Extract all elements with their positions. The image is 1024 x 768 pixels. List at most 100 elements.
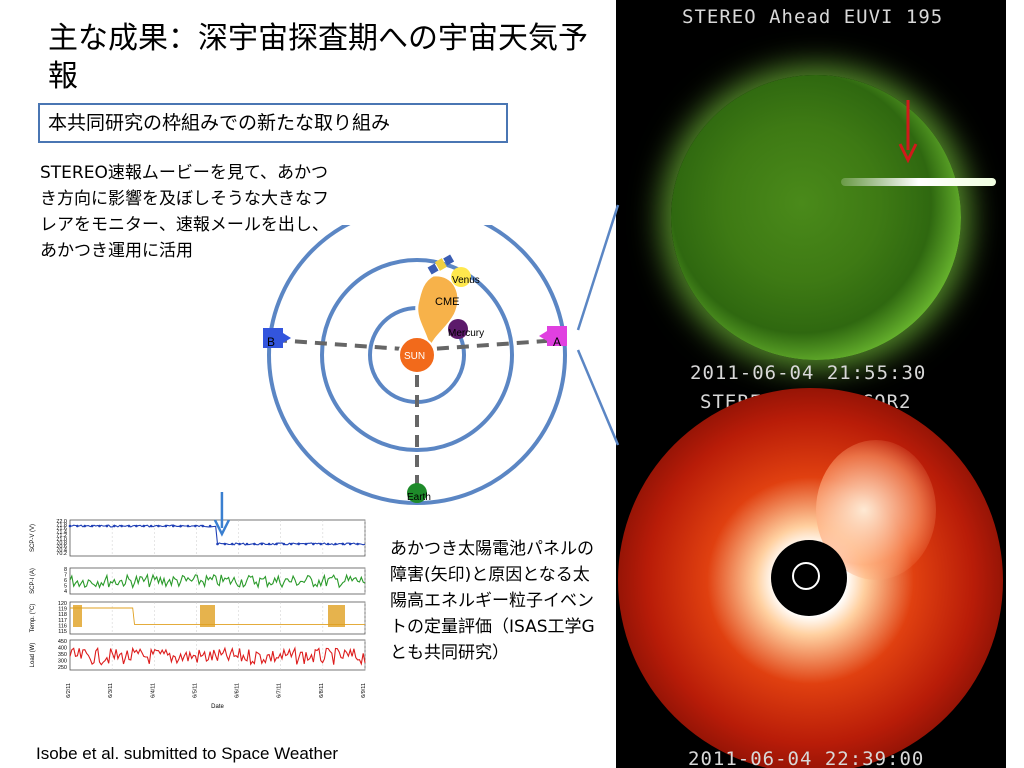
plot-ytick-label: 71.8 <box>56 523 67 529</box>
plot-temp-band <box>73 605 82 627</box>
plot-data-marker <box>105 524 109 528</box>
boxed-subtitle: 本共同研究の枠組みでの新たな取り組み <box>38 103 508 143</box>
anomaly-arrow-icon <box>213 519 231 537</box>
plot-data-marker <box>260 542 264 546</box>
earth <box>407 483 427 503</box>
plot-ylabel: SCP-V (V) <box>30 524 36 552</box>
plot-xlabel: Date <box>211 704 224 710</box>
plot-data-marker <box>68 524 72 528</box>
plot-data-marker <box>216 542 219 546</box>
plot-ytick-label: 119 <box>58 607 67 613</box>
plot-ytick-label: 70.6 <box>56 544 67 550</box>
plot-data-marker <box>157 524 160 528</box>
flare-arrow-icon <box>898 100 918 164</box>
stereo-b-label: B <box>267 335 275 349</box>
plot-data-marker <box>334 542 337 546</box>
plot-xtick-label: 6/5/11 <box>192 683 198 698</box>
plot-ytick-label: 70.2 <box>56 551 67 557</box>
plot-data-marker <box>120 524 123 528</box>
plot-ytick-label: 350 <box>58 652 67 658</box>
sun-label: SUN <box>404 351 425 362</box>
plot-series-line <box>70 607 365 625</box>
plot-data-marker <box>312 542 315 546</box>
plot-data-marker <box>348 542 352 546</box>
description-text: STEREO速報ムービーを見て、あかつき方向に影響を及ぼしそうな大きなフレアをモ… <box>40 163 329 261</box>
plot-data-marker <box>98 524 101 528</box>
euvi-image <box>671 75 961 360</box>
plot-xtick-label: 6/3/11 <box>108 683 114 698</box>
plot-ytick-label: 450 <box>58 639 67 645</box>
stereo-a-spacecraft <box>539 326 567 346</box>
plot-ytick-label: 71.2 <box>56 533 67 539</box>
plot-ytick-label: 6 <box>64 578 67 584</box>
plot-data-marker <box>304 542 308 546</box>
plot-ytick-label: 71.4 <box>56 530 67 536</box>
euvi-timestamp: 2011-06-04 21:55:30 <box>690 362 927 384</box>
sun <box>398 336 436 374</box>
plot-data-marker <box>230 542 234 546</box>
plot-ytick-label: 70.8 <box>56 540 67 546</box>
plot-xtick-label: 6/2/11 <box>66 683 72 698</box>
plot-ylabel: Load (W) <box>30 643 36 668</box>
sun-stereo-lines <box>274 338 561 493</box>
middle-orbit <box>320 258 514 452</box>
citation: Isobe et al. submitted to Space Weather <box>36 744 339 763</box>
plot-ylabel: Temp. (°C) <box>30 604 36 633</box>
plot-ytick-label: 300 <box>58 659 67 665</box>
plot-data-marker <box>238 542 241 546</box>
plot-data-marker <box>127 524 131 528</box>
plot-data-marker <box>319 542 323 546</box>
plot-ytick-label: 8 <box>64 567 67 573</box>
plot-data-marker <box>201 524 205 528</box>
plot-ytick-label: 71.6 <box>56 526 67 532</box>
cme-flare-streak <box>841 178 996 186</box>
plot-ytick-label: 4 <box>64 589 67 595</box>
plot-data-marker <box>83 524 87 528</box>
plot-temp-band <box>200 605 215 627</box>
plot-data-marker <box>135 524 138 528</box>
plot-data-marker <box>341 542 345 546</box>
plot-data-marker <box>171 524 175 528</box>
slide-title: 主な成果：深宇宙探査期への宇宙天気予報 <box>48 21 588 94</box>
plot-data-marker <box>326 542 330 546</box>
plot-xtick-label: 6/4/11 <box>150 683 156 698</box>
plot-ytick-label: 72.0 <box>56 519 67 525</box>
plot-data-marker <box>149 524 153 528</box>
sun-limb-circle <box>792 562 820 590</box>
cor2-timestamp: 2011-06-04 22:39:00 <box>688 748 925 768</box>
plot-ytick-label: 120 <box>58 601 67 607</box>
plot-panel-frame <box>69 601 366 635</box>
plot-panel-frame <box>69 639 366 671</box>
plot-ytick-label: 115 <box>58 629 67 635</box>
plot-series-line <box>69 572 366 590</box>
plot-series-line <box>69 646 366 666</box>
akatsuki-icon <box>427 254 455 275</box>
orbit-diagram: CME Venus Mercury SUN Earth B A <box>263 225 567 505</box>
plot-xtick-label: 6/8/11 <box>319 683 325 698</box>
stereo-b-spacecraft <box>263 328 291 348</box>
plot-data-marker <box>282 542 286 546</box>
venus <box>451 267 471 287</box>
plot-data-marker <box>289 542 293 546</box>
plot-xtick-label: 6/6/11 <box>235 683 241 698</box>
caption-text: あかつき太陽電池パネルの障害(矢印)と原因となる太陽高エネルギー粒子イベントの定… <box>390 539 595 663</box>
plot-data-marker <box>356 542 359 546</box>
plot-ytick-label: 118 <box>58 612 67 618</box>
telemetry-plot: SCP-V (V)72.071.871.671.471.271.070.870.… <box>30 492 367 710</box>
venus-label: Venus <box>452 275 480 286</box>
plot-ytick-label: 117 <box>58 618 67 624</box>
plot-data-marker <box>267 542 271 546</box>
euvi-label: STEREO Ahead EUVI 195 <box>682 6 944 28</box>
plot-data-marker <box>186 524 190 528</box>
plot-data-marker <box>194 524 197 528</box>
plot-ytick-label: 70.4 <box>56 547 67 553</box>
plot-data-marker <box>245 542 249 546</box>
plot-ytick-label: 116 <box>58 623 67 629</box>
plot-ylabel: SCP-I (A) <box>30 568 36 594</box>
plot-data-marker <box>297 542 300 546</box>
plot-data-marker <box>208 524 212 528</box>
plot-data-marker <box>253 542 256 546</box>
plot-panel-frame <box>69 567 366 595</box>
stereo-a-label: A <box>553 335 561 349</box>
plot-data-marker <box>223 542 227 546</box>
